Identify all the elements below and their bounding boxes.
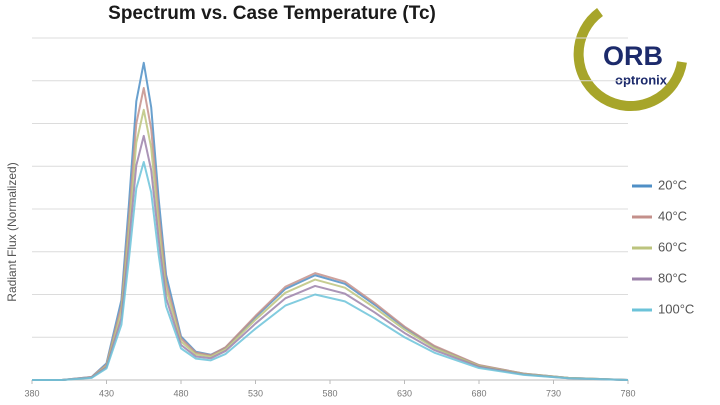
x-tick-label: 680 <box>471 388 486 398</box>
series-line <box>32 160 629 381</box>
x-tick-label: 430 <box>99 388 114 398</box>
x-tick-label: 780 <box>620 388 635 398</box>
x-tick-label: 480 <box>173 388 188 398</box>
logo-ring <box>573 7 687 112</box>
legend-label: 100°C <box>658 301 694 316</box>
y-axis-label: Radiant Flux (Normalized) <box>5 162 19 301</box>
legend-label: 60°C <box>658 239 687 254</box>
chart-title: Spectrum vs. Case Temperature (Tc) <box>108 3 436 24</box>
logo-tagline: optronix <box>615 72 668 87</box>
legend-label: 80°C <box>658 270 687 285</box>
x-tick-label: 380 <box>24 388 39 398</box>
logo-name: ORB <box>603 41 663 71</box>
legend-label: 20°C <box>658 177 687 192</box>
x-tick-label: 580 <box>322 388 337 398</box>
x-tick-label: 630 <box>397 388 412 398</box>
legend-label: 40°C <box>658 208 687 223</box>
logo: ORB optronix <box>573 7 687 112</box>
x-tick-label: 530 <box>248 388 263 398</box>
x-tick-label: 730 <box>546 388 561 398</box>
